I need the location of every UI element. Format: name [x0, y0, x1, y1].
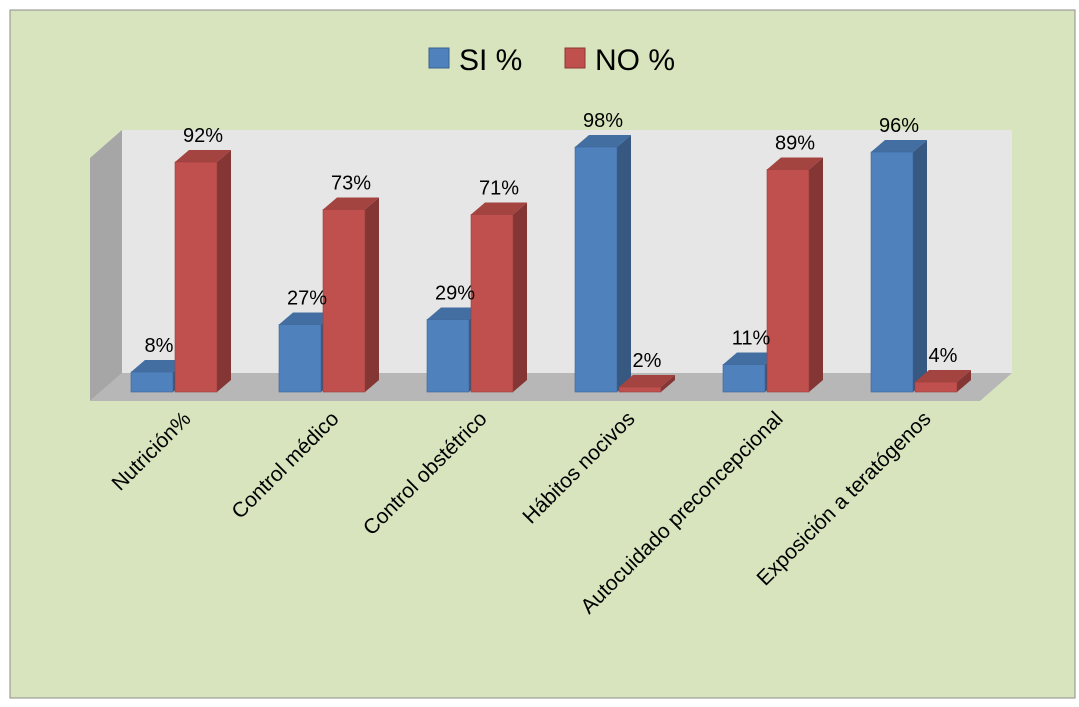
bar-si-5	[870, 140, 927, 393]
bar-no-2	[470, 202, 527, 393]
value-label-no-5: 4%	[929, 345, 958, 367]
value-label-no-1: 73%	[331, 173, 371, 195]
legend-label-si: SI %	[459, 44, 522, 77]
bar-front	[766, 169, 810, 393]
bar-side	[809, 157, 823, 392]
bar-side	[913, 140, 927, 392]
value-label-no-2: 71%	[479, 178, 519, 200]
bar-side	[617, 135, 631, 392]
bar-front	[722, 364, 766, 393]
bar-top	[279, 312, 335, 325]
bar-top	[575, 135, 631, 147]
bar-side	[661, 375, 675, 392]
value-label-no-4: 89%	[775, 133, 815, 155]
bar-top	[767, 157, 823, 170]
value-label-no-3: 2%	[633, 350, 662, 372]
bar-front	[618, 386, 662, 393]
bars-group	[130, 135, 971, 393]
bar-front	[322, 209, 366, 393]
legend: SI % NO %	[428, 44, 675, 77]
bar-front	[870, 151, 914, 393]
value-label-si-1: 27%	[287, 288, 327, 310]
bar-top	[427, 307, 483, 320]
value-label-no-0: 92%	[183, 125, 223, 147]
bar-front	[174, 161, 218, 393]
bar-side	[217, 150, 231, 392]
bar-no-5	[914, 370, 971, 393]
bar-front	[470, 214, 514, 393]
value-label-si-0: 8%	[145, 335, 174, 357]
bar-no-1	[322, 197, 379, 393]
bar-front	[278, 324, 322, 393]
value-label-si-2: 29%	[435, 283, 475, 305]
value-labels-group: 8% 92% 27% 73% 29% 71% 98% 2% 11% 89% 96% 4%	[145, 110, 958, 372]
side-wall	[90, 130, 122, 401]
bar-no-4	[766, 157, 823, 393]
bar-top	[323, 197, 379, 210]
bar-front	[914, 381, 958, 393]
bar-top	[175, 150, 231, 162]
bar-front	[130, 371, 174, 393]
value-label-si-4: 11%	[732, 328, 771, 350]
legend-label-no: NO %	[595, 44, 675, 77]
bar-top	[619, 375, 675, 387]
legend-swatch-si	[428, 47, 450, 69]
value-label-si-3: 98%	[583, 110, 623, 132]
bar-top	[471, 202, 527, 215]
bar-front	[426, 319, 470, 393]
bar-side	[513, 202, 527, 392]
bar-side	[957, 370, 971, 392]
bar-side	[365, 197, 379, 392]
bar-top	[723, 352, 779, 365]
value-label-si-5: 96%	[879, 115, 919, 137]
bar-si-3	[574, 135, 631, 393]
bar-top	[871, 140, 927, 152]
legend-swatch-no	[564, 47, 586, 69]
bar-front	[574, 146, 618, 393]
bar-top	[915, 370, 971, 382]
bar-top	[131, 360, 187, 372]
bar-no-3	[618, 375, 675, 393]
bar-no-0	[174, 150, 231, 393]
